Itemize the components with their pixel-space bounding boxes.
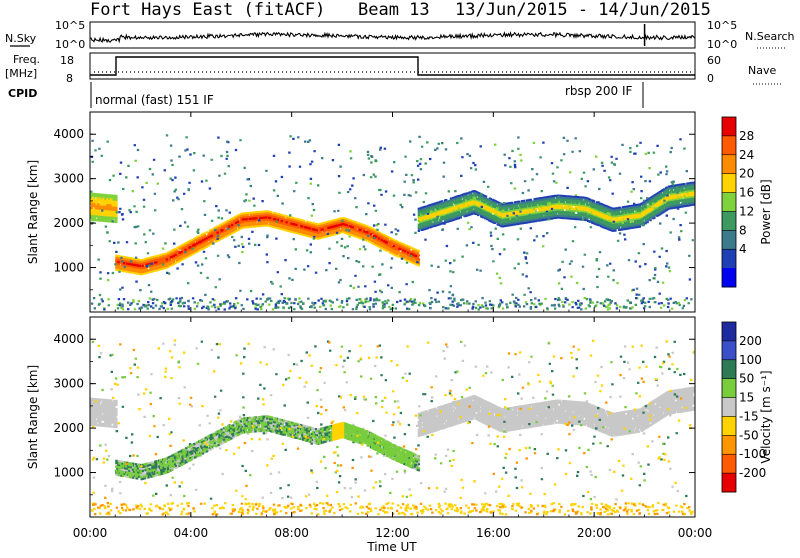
station-title: Fort Hays East (fitACF): [90, 0, 325, 20]
y-tick-label: 3000: [53, 377, 84, 391]
power-panel: 1000 2000 3000 4000 Slant Range [km]: [26, 111, 696, 313]
colorbar-segment: [722, 322, 736, 342]
colorbar-segment: [722, 117, 736, 137]
x-tick-label: 12:00: [375, 526, 410, 540]
colorbar-tick-label: 28: [739, 129, 754, 143]
power-axes: 1000 2000 3000 4000: [53, 112, 696, 312]
echo-cells: [90, 341, 695, 501]
y-tick-label: 3000: [53, 172, 84, 186]
x-tick-label: 04:00: [174, 526, 209, 540]
colorbar-tick-label: -15: [739, 409, 759, 423]
freq-unit: [MHz]: [5, 67, 37, 80]
y-tick-label: 4000: [53, 332, 84, 346]
nsky-line: [90, 30, 696, 44]
date-range: 13/Jun/2015 - 14/Jun/2015: [455, 0, 711, 20]
colorbar-segment: [722, 173, 736, 194]
power-colorbar: 28 24 20 16 12 8 4: [721, 116, 754, 288]
colorbar-tick-label: 20: [739, 167, 754, 181]
colorbar-tick-label: 24: [739, 148, 754, 162]
colorbar-segment: [722, 473, 736, 493]
colorbar-segment: [722, 192, 736, 212]
colorbar-segment: [722, 249, 736, 269]
colorbar-segment: [722, 211, 736, 231]
echo-cells: [90, 136, 695, 311]
freq-tick-top: 18: [60, 54, 74, 67]
cpid-label: CPID: [8, 87, 37, 100]
colorbar-tick-label: 4: [739, 242, 747, 256]
colorbar-tick-label: 50: [739, 372, 754, 386]
colorbar-tick-label: -50: [739, 428, 759, 442]
colorbar-tick-label: 15: [739, 391, 754, 405]
power-echoes: [90, 134, 695, 311]
x-tick-label: 20:00: [577, 526, 612, 540]
freq-label: Freq.: [13, 53, 40, 66]
colorbar-segment: [722, 397, 736, 417]
nave-tick-top: 60: [707, 54, 721, 67]
nave-label: Nave: [748, 64, 776, 77]
colorbar-segment: [722, 359, 736, 380]
x-axis-label: Time UT: [366, 540, 417, 554]
nsky-trace: [90, 24, 696, 46]
colorbar-tick-label: 12: [739, 204, 754, 218]
y-tick-label: 1000: [53, 466, 84, 480]
colorbar-tick-label: 100: [739, 353, 762, 367]
x-tick-labels: 00:00 04:00 08:00 12:00 16:00 20:00 00:00: [73, 526, 713, 540]
colorbar-tick-label: -100: [739, 447, 766, 461]
nsky-panel: N.Sky 10^5 10^0 10^5 10^0 N.Search: [5, 19, 795, 51]
colorbar-segment: [722, 154, 736, 175]
freq-tick-bottom: 8: [66, 72, 73, 85]
colorbar-segment: [722, 454, 736, 474]
velocity-ylabel: Slant Range [km]: [26, 365, 40, 469]
freq-trace: [90, 56, 695, 76]
y-tick-label: 4000: [53, 127, 84, 141]
x-tick-label: 16:00: [476, 526, 511, 540]
velocity-axes: 1000 2000 3000 4000: [53, 317, 696, 517]
colorbar-segment: [722, 340, 736, 361]
nave-tick-bottom: 0: [707, 72, 714, 85]
nsky-label: N.Sky: [5, 32, 37, 45]
velocity-colorbar-label: Velocity [m s⁻¹]: [759, 370, 773, 463]
power-ylabel: Slant Range [km]: [26, 160, 40, 264]
velocity-panel: 1000 2000 3000 4000 Slant Range [km]: [26, 316, 696, 518]
beam-label: Beam 13: [358, 0, 430, 20]
cpid-mode-1: normal (fast) 151 IF: [95, 93, 214, 107]
x-tick-label: 08:00: [274, 526, 309, 540]
nsky-tick-top: 10^5: [55, 19, 85, 32]
y-tick-label: 2000: [53, 216, 84, 230]
nsky-tick-bottom: 10^0: [55, 38, 85, 51]
colorbar-tick-label: -200: [739, 466, 766, 480]
colorbar-segment: [722, 378, 736, 399]
colorbar-tick-label: 16: [739, 186, 754, 200]
nsearch-tick-top: 10^5: [707, 19, 737, 32]
cpid-mode-2: rbsp 200 IF: [565, 84, 632, 98]
nsearch-label: N.Search: [745, 30, 795, 43]
colorbar-tick-label: 200: [739, 334, 762, 348]
power-colorbar-label: Power [dB]: [759, 179, 773, 244]
colorbar-segment: [722, 135, 736, 156]
colorbar-tick-label: 8: [739, 223, 747, 237]
colorbar-frame: [721, 116, 737, 288]
colorbar-segment: [722, 435, 736, 455]
y-tick-label: 1000: [53, 261, 84, 275]
velocity-colorbar: 200 100 50 15 -15 -50 -100 -200: [721, 321, 766, 493]
x-tick-label: 00:00: [73, 526, 108, 540]
colorbar-segment: [722, 230, 736, 250]
x-tick-label: 00:00: [678, 526, 713, 540]
freq-panel: Freq. [MHz] 18 8 60 0 Nave: [5, 52, 781, 85]
cpid-panel: CPID normal (fast) 151 IF rbsp 200 IF: [8, 82, 644, 108]
colorbar-segment: [722, 268, 736, 288]
colorbar-segment: [722, 416, 736, 436]
velocity-echoes: [90, 339, 696, 516]
nsearch-tick-bottom: 10^0: [707, 38, 737, 51]
colorbar-frame: [721, 321, 737, 493]
y-tick-label: 2000: [53, 421, 84, 435]
echo-cells: [90, 202, 421, 274]
